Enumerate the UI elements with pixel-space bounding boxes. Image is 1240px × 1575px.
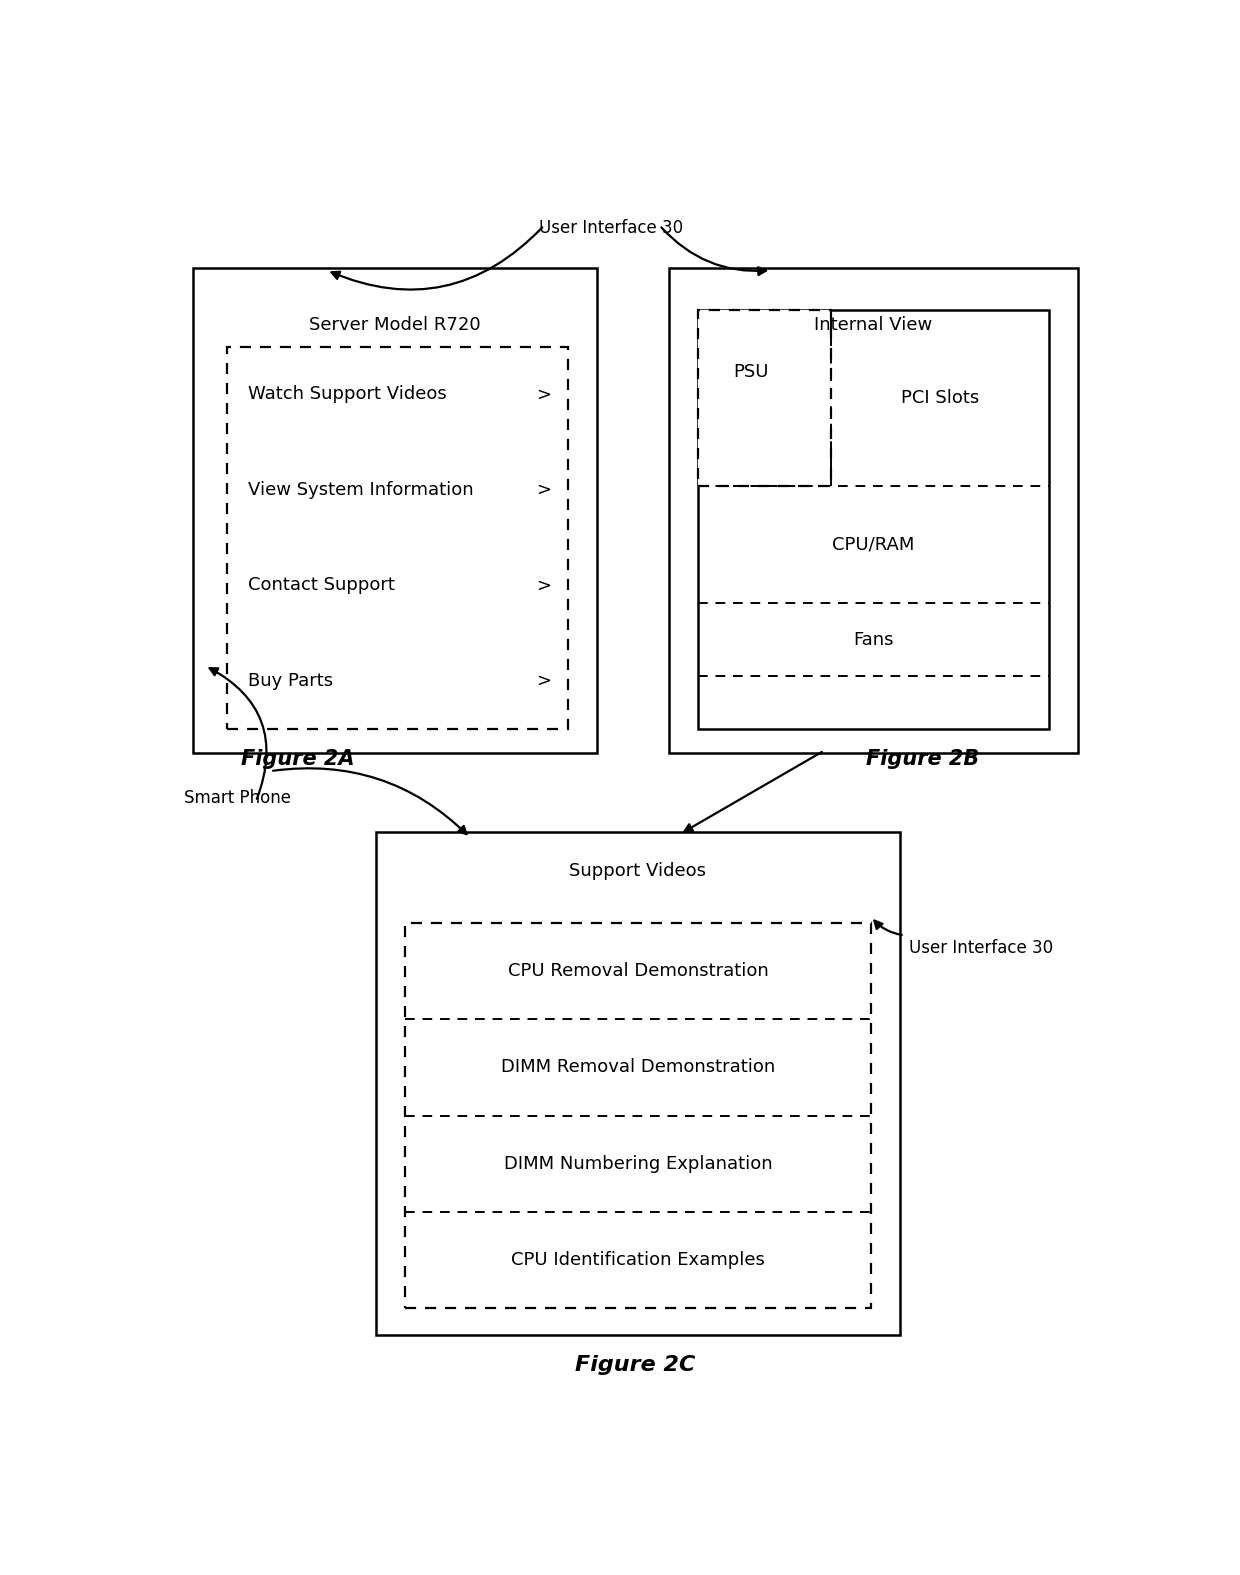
Text: Watch Support Videos: Watch Support Videos [248, 386, 446, 403]
Text: Figure 2A: Figure 2A [242, 748, 355, 769]
Text: PSU: PSU [734, 362, 769, 381]
Text: >: > [536, 673, 551, 690]
Text: Buy Parts: Buy Parts [248, 673, 334, 690]
Text: CPU/RAM: CPU/RAM [832, 536, 915, 553]
Text: View System Information: View System Information [248, 480, 474, 499]
Bar [670, 268, 1078, 753]
Bar [698, 310, 1049, 729]
Text: Contact Support: Contact Support [248, 576, 396, 594]
Bar [698, 310, 831, 487]
Text: Internal View: Internal View [815, 317, 932, 334]
Text: >: > [536, 576, 551, 594]
Text: CPU Removal Demonstration: CPU Removal Demonstration [507, 962, 769, 980]
Text: >: > [536, 480, 551, 499]
Text: Figure 2B: Figure 2B [866, 748, 980, 769]
Text: DIMM Numbering Explanation: DIMM Numbering Explanation [503, 1154, 773, 1173]
Text: Server Model R720: Server Model R720 [310, 317, 481, 334]
Text: Smart Phone: Smart Phone [184, 789, 291, 808]
Text: CPU Identification Examples: CPU Identification Examples [511, 1251, 765, 1269]
Bar [193, 268, 596, 753]
Text: DIMM Removal Demonstration: DIMM Removal Demonstration [501, 1058, 775, 1076]
Bar [376, 832, 900, 1336]
Text: >: > [536, 386, 551, 403]
Text: Figure 2C: Figure 2C [575, 1354, 696, 1375]
Bar [404, 923, 870, 1309]
Text: User Interface 30: User Interface 30 [539, 219, 683, 238]
Text: Fans: Fans [853, 630, 894, 649]
Bar [227, 346, 568, 729]
Text: User Interface 30: User Interface 30 [909, 939, 1054, 956]
Text: PCI Slots: PCI Slots [901, 389, 980, 408]
Text: Support Videos: Support Videos [569, 862, 707, 880]
